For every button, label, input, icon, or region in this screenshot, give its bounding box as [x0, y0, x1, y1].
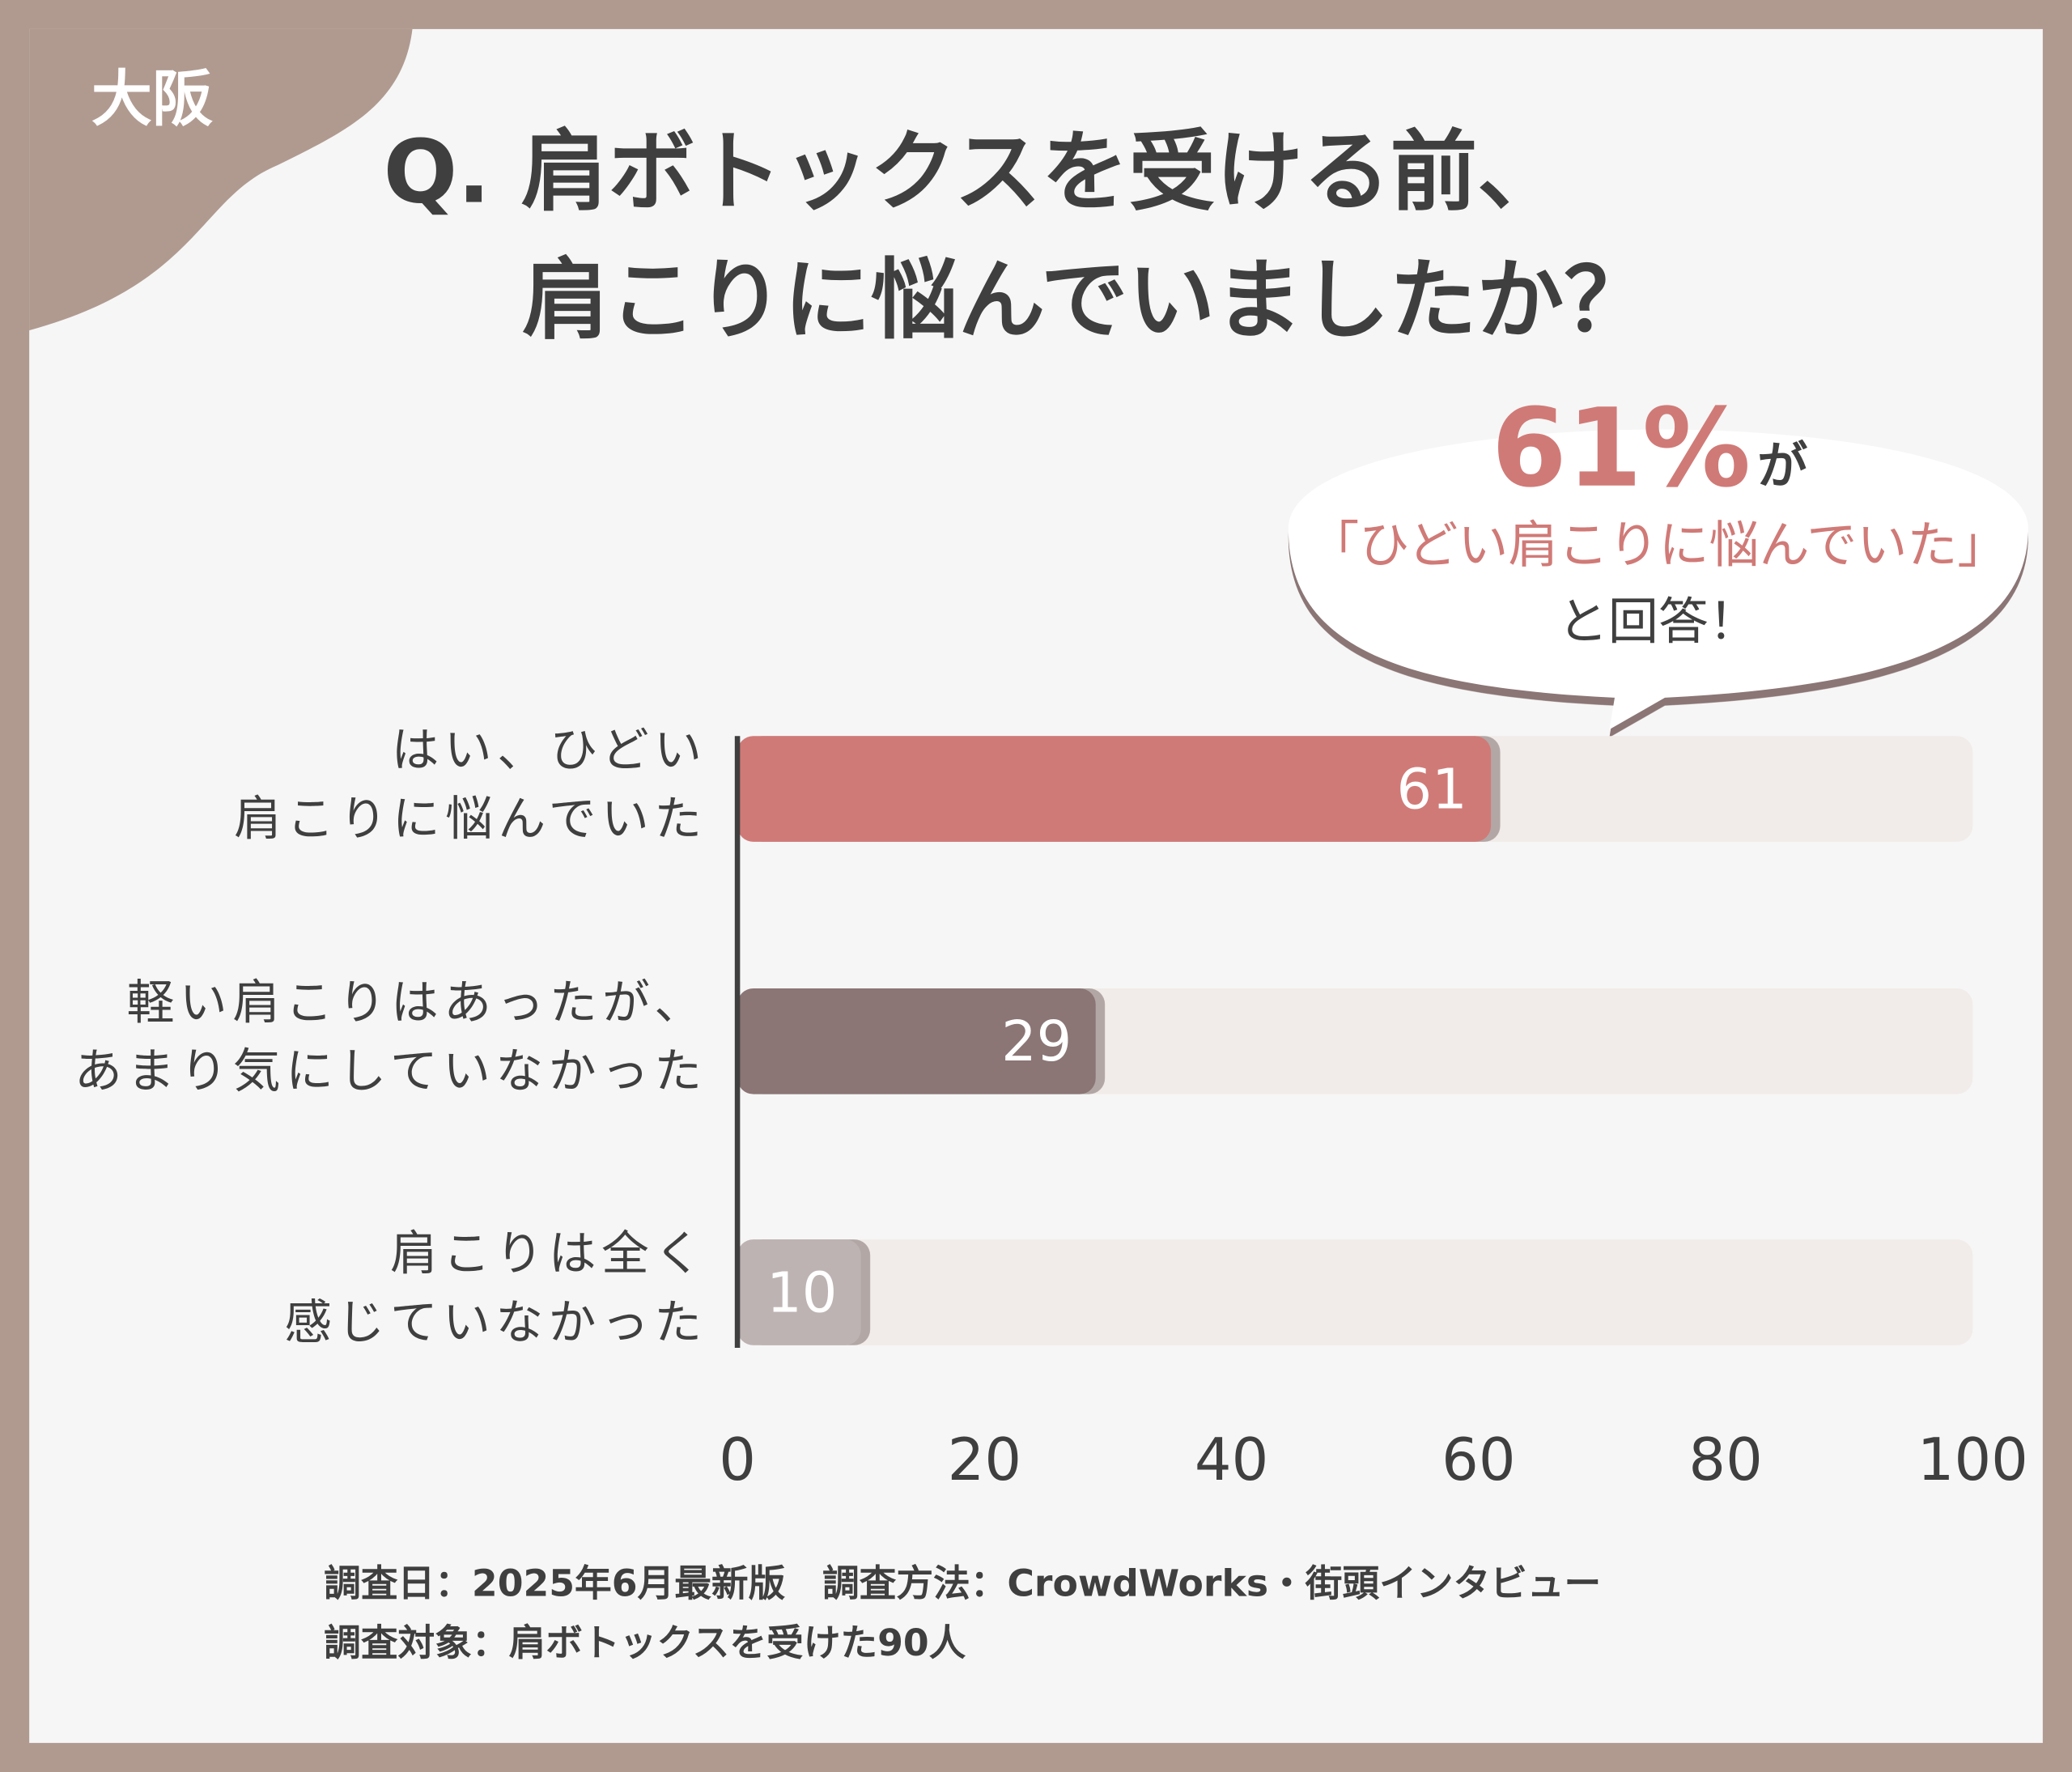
x-tick-label: 100 — [1917, 1426, 2028, 1494]
value-label: 61 — [1396, 757, 1467, 822]
callout-bubble — [1288, 429, 2028, 730]
bar — [737, 1239, 861, 1345]
category-label: はい、ひどい — [392, 722, 707, 778]
tag-label: 大阪 — [91, 63, 213, 134]
corner-tag — [29, 28, 413, 331]
callout-quote: 「ひどい肩こりに悩んでいた」 — [1309, 516, 2007, 575]
footnote: 調査日：2025年6月最新版 調査方法：CrowdWorks・街頭インタビュー — [324, 1562, 1601, 1604]
x-tick-label: 80 — [1688, 1426, 1762, 1494]
x-tick-label: 40 — [1195, 1426, 1268, 1494]
bar — [737, 736, 1492, 842]
x-tick-label: 0 — [719, 1426, 756, 1494]
x-tick-label: 20 — [948, 1426, 1021, 1494]
value-label: 29 — [1001, 1009, 1072, 1074]
chart-title: Q. 肩ボトックスを受ける前、 — [384, 122, 1565, 223]
x-tick-label: 60 — [1441, 1426, 1515, 1494]
callout-highlight: 61% — [1492, 385, 1751, 512]
bar — [737, 988, 1096, 1094]
category-label: 肩こりは全く — [390, 1225, 707, 1281]
category-label: 軽い肩こりはあったが、 — [127, 974, 707, 1030]
value-label: 10 — [766, 1260, 837, 1325]
callout-closing: と回答！ — [1558, 592, 1759, 651]
category-label: 感じていなかった — [284, 1294, 707, 1349]
callout-suffix: が — [1757, 436, 1807, 495]
chart-title: 肩こりに悩んでいましたか？ — [522, 250, 1651, 351]
category-label: あまり気にしていなかった — [74, 1043, 707, 1098]
category-label: 肩こりに悩んでいた — [234, 790, 707, 846]
footnote: 調査対象：肩ボトックスを受けた90人 — [324, 1621, 966, 1664]
panel — [29, 28, 2043, 1744]
bar-track — [737, 1239, 1973, 1345]
